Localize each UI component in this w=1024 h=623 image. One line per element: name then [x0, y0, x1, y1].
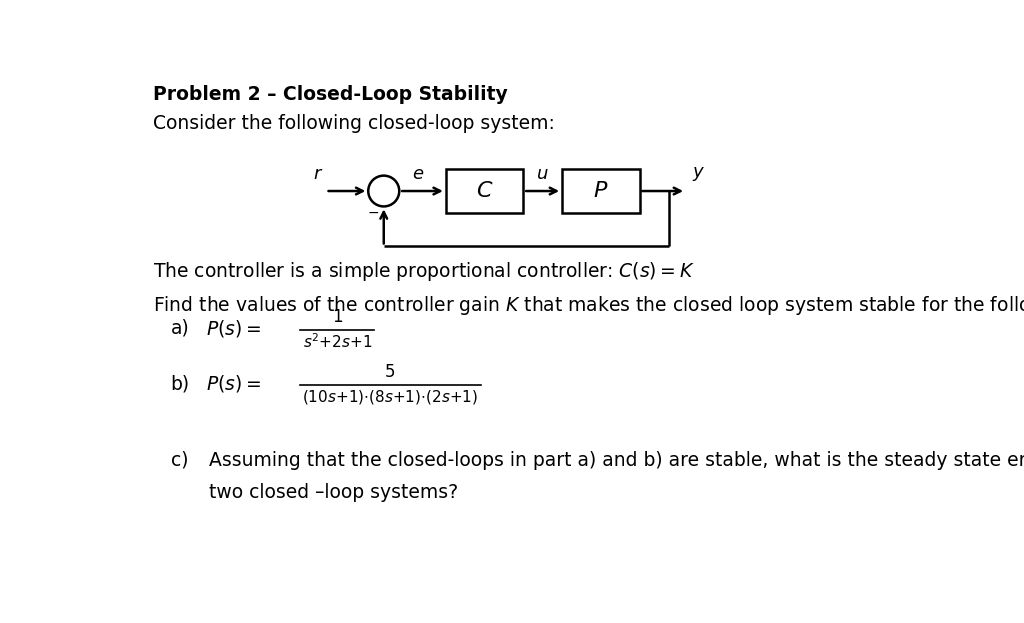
Text: two closed –loop systems?: two closed –loop systems? [209, 483, 459, 502]
Text: Consider the following closed-loop system:: Consider the following closed-loop syste… [153, 114, 555, 133]
Text: c): c) [171, 450, 188, 470]
Text: Problem 2 – Closed-Loop Stability: Problem 2 – Closed-Loop Stability [153, 85, 508, 104]
Text: Assuming that the closed-loops in part a) and b) are stable, what is the steady : Assuming that the closed-loops in part a… [209, 450, 1024, 470]
Text: 1: 1 [332, 308, 343, 326]
Text: a): a) [171, 318, 189, 338]
Text: $P(s) =$: $P(s) =$ [206, 318, 261, 338]
Text: $s^2$+2$s$+1: $s^2$+2$s$+1 [302, 333, 372, 351]
Text: 5: 5 [385, 363, 395, 381]
Bar [445, 169, 523, 212]
Text: Find the values of the controller gain $K$ that makes the closed loop system sta: Find the values of the controller gain $… [153, 294, 1024, 317]
Bar [562, 169, 640, 212]
Text: $u$: $u$ [537, 165, 549, 183]
Text: $r$: $r$ [312, 165, 323, 183]
Text: (10$s$+1)$\cdot$(8$s$+1)$\cdot$(2$s$+1): (10$s$+1)$\cdot$(8$s$+1)$\cdot$(2$s$+1) [302, 388, 478, 406]
Text: $C$: $C$ [476, 181, 494, 201]
Text: $P(s) =$: $P(s) =$ [206, 373, 261, 394]
Text: b): b) [171, 374, 189, 393]
Text: $e$: $e$ [413, 165, 425, 183]
Text: The controller is a simple proportional controller: $C(s) = K$: The controller is a simple proportional … [153, 260, 694, 283]
Text: $y$: $y$ [692, 165, 706, 183]
Text: −: − [367, 206, 379, 220]
Text: $P$: $P$ [593, 181, 608, 201]
